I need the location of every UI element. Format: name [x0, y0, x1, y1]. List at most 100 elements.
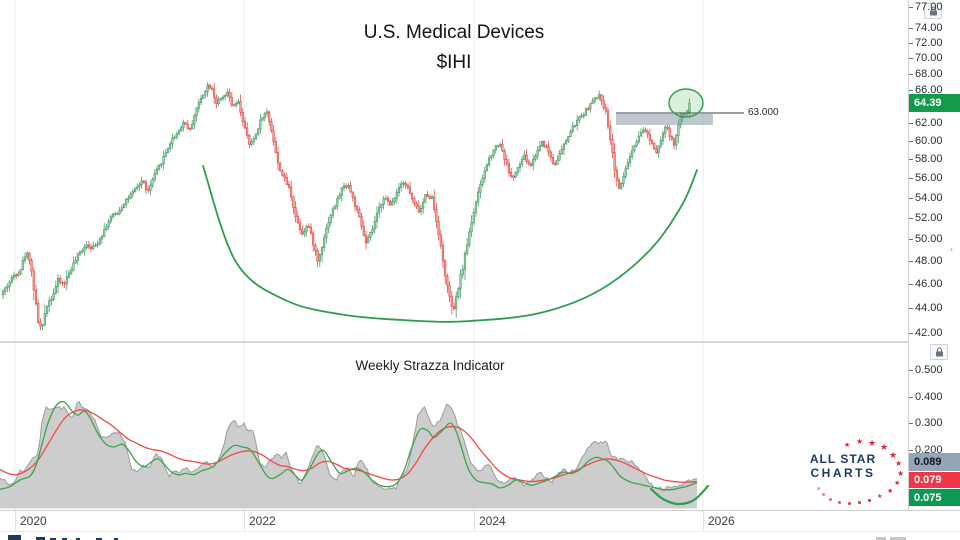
dot-icon	[838, 501, 841, 504]
candle-body	[162, 155, 165, 165]
candle-body	[360, 216, 363, 227]
candle-body	[239, 101, 242, 113]
price-chart-canvas[interactable]	[0, 0, 908, 341]
dot-icon	[829, 498, 832, 501]
candle-body	[92, 245, 95, 250]
candle-body	[532, 159, 535, 166]
candle-body	[270, 121, 273, 132]
candle-body	[477, 191, 480, 203]
candle-body	[254, 133, 258, 140]
candle-body	[305, 225, 308, 232]
candle-body	[98, 238, 101, 245]
candle-body	[50, 298, 53, 302]
dot-icon	[868, 499, 871, 502]
candle-body	[246, 127, 249, 136]
candle-body	[545, 145, 548, 148]
candle-body	[287, 184, 291, 188]
candle-body	[257, 128, 260, 135]
candle-body	[281, 170, 284, 176]
candle-body	[221, 96, 225, 99]
candle-body	[437, 221, 440, 235]
cup-arc	[202, 165, 698, 323]
candle-body	[501, 143, 504, 152]
candle-body	[389, 200, 392, 206]
panel-separator[interactable]	[0, 341, 960, 343]
candle-body	[466, 244, 469, 254]
candle-body	[17, 273, 20, 277]
candle-body	[536, 150, 539, 157]
candle-body	[485, 164, 489, 172]
candle-body	[329, 214, 332, 223]
candle-body	[554, 162, 557, 165]
candle-body	[364, 234, 368, 244]
candle-body	[675, 135, 678, 146]
candle-body	[571, 125, 574, 132]
candle-body	[650, 140, 654, 145]
scale-tick-label: 0.400	[909, 391, 943, 403]
candle-body	[272, 130, 275, 142]
candle-body	[483, 170, 486, 179]
candle-body	[312, 232, 315, 246]
candle-body	[215, 96, 218, 104]
scale-collapse-chevron[interactable]: ‹	[950, 244, 953, 254]
candle-body	[96, 243, 99, 246]
cutoff-fragment	[50, 538, 56, 540]
candle-body	[664, 126, 667, 134]
candle-body	[419, 207, 423, 213]
candle-body	[127, 197, 130, 200]
star-icon: ★	[844, 442, 851, 449]
candle-body	[496, 145, 500, 147]
candle-body	[292, 196, 295, 208]
candle-body	[166, 148, 170, 153]
candle-body	[142, 180, 145, 184]
candle-body	[118, 210, 121, 215]
cutoff-fragment	[876, 537, 886, 540]
indicator-title: Weekly Strazza Indicator	[355, 358, 505, 373]
candle-body	[470, 222, 473, 233]
scale-tick-label: 68.00	[909, 68, 943, 80]
candle-body	[463, 253, 467, 270]
candle-body	[657, 145, 660, 154]
candle-body	[265, 111, 269, 114]
indicator-canvas[interactable]	[0, 343, 908, 510]
candle-body	[122, 204, 126, 209]
dot-icon	[822, 493, 825, 496]
candle-body	[188, 128, 192, 130]
candle-body	[494, 145, 497, 151]
candle-body	[151, 179, 154, 186]
fast-line	[0, 400, 698, 491]
scale-tick-label: 66.00	[909, 84, 943, 96]
candle-body	[474, 201, 478, 213]
star-icon: ★	[877, 494, 883, 500]
dot-icon	[817, 487, 820, 490]
time-axis-label: 2020	[20, 514, 47, 528]
time-axis[interactable]: 2020 2022 2024 2026	[0, 510, 960, 531]
candle-body	[503, 150, 506, 160]
candle-body	[276, 151, 280, 164]
candle-body	[617, 179, 621, 189]
candle-body	[54, 285, 57, 294]
scale-lock-button-bottom[interactable]	[930, 344, 948, 360]
candle-body	[279, 162, 282, 172]
candle-body	[384, 197, 387, 200]
price-scale[interactable]: ‹ 64.39 0.089 0.079 0.075 77.00 74.00 72.0…	[908, 0, 960, 510]
star-icon: ★	[887, 488, 894, 495]
time-axis-tick	[703, 511, 704, 531]
candle-body	[160, 163, 163, 166]
candle-body	[323, 237, 326, 248]
candle-body	[52, 292, 55, 300]
scale-tick-label: 72.00	[909, 37, 943, 49]
candle-body	[316, 250, 319, 262]
candle-body	[430, 196, 434, 199]
candle-body	[417, 205, 420, 213]
candle-body	[369, 232, 372, 238]
time-axis-tick	[244, 511, 245, 531]
candle-body	[648, 133, 651, 141]
cutoff-fragment	[890, 537, 906, 540]
candle-body	[635, 141, 638, 147]
candle-body	[334, 206, 337, 210]
price-panel: U.S. Medical Devices $IHI 63.000	[0, 0, 908, 341]
candle-body	[164, 152, 167, 157]
scale-tick-label: 50.00	[909, 233, 943, 245]
scale-lock-button-top[interactable]	[924, 3, 942, 19]
